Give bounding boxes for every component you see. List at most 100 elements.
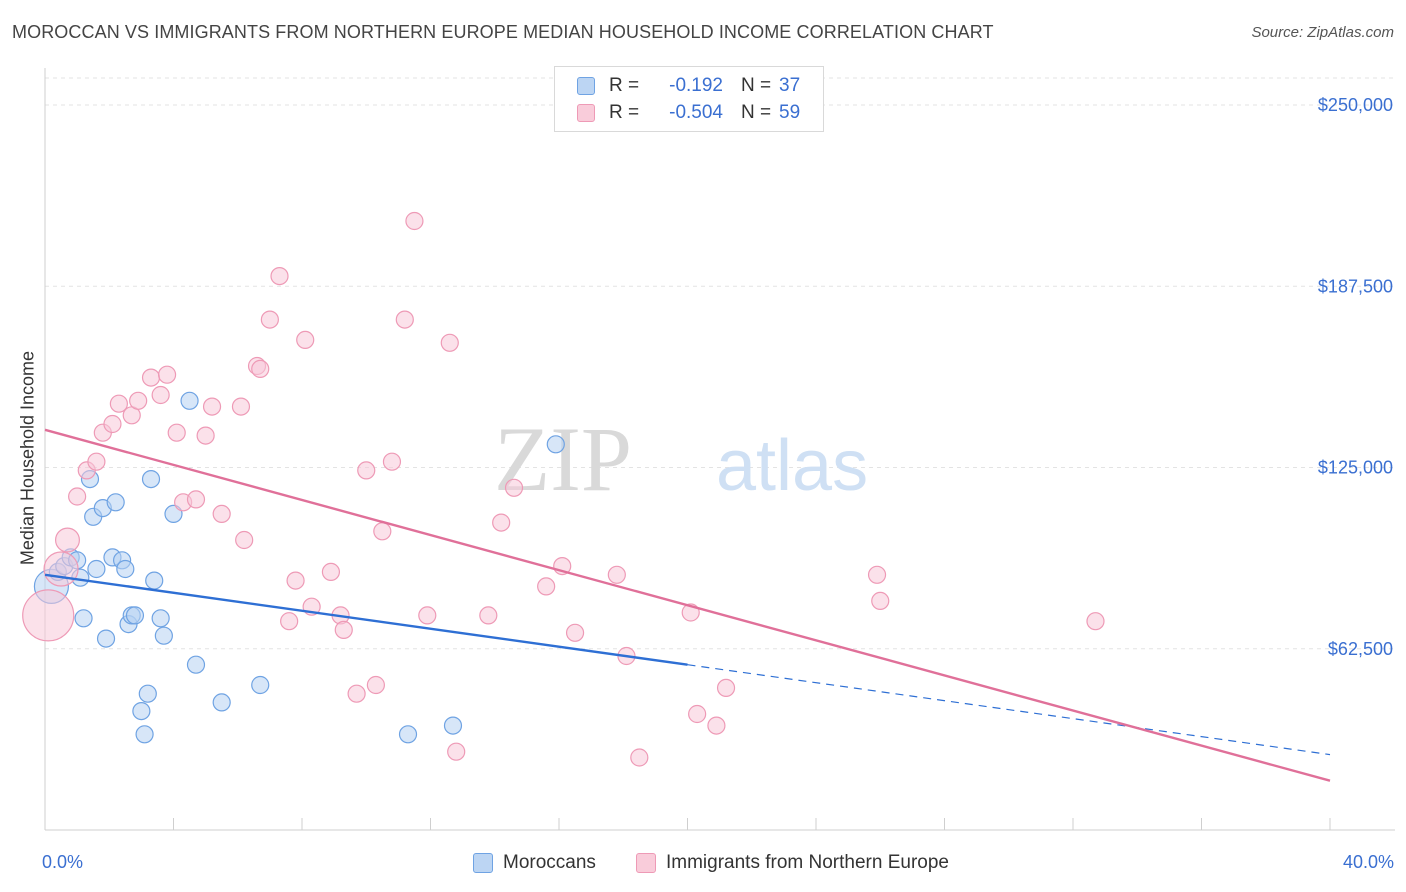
northern-europe-point xyxy=(43,551,79,587)
moroccans-trend-line xyxy=(44,573,688,666)
bottom-legend-label-moroccans: Moroccans xyxy=(503,852,596,873)
northern-europe-point xyxy=(366,675,385,695)
moroccans-point xyxy=(74,609,93,628)
northern-europe-point xyxy=(270,267,289,286)
moroccans-point xyxy=(87,559,106,579)
northern-europe-point xyxy=(871,591,890,611)
northern-europe-point xyxy=(280,612,299,631)
northern-europe-point xyxy=(202,397,222,416)
northern-europe-point xyxy=(296,330,315,349)
northern-europe-point xyxy=(109,394,128,413)
northern-europe-point xyxy=(141,368,161,387)
northern-europe-point xyxy=(1086,612,1105,631)
bottom-legend-swatch-northern-europe xyxy=(636,853,656,873)
legend-row-moroccans: R = -0.192 N = 37 xyxy=(577,73,800,99)
y-tick-label: $125,000 xyxy=(1318,458,1393,478)
x-tick-label: 40.0% xyxy=(1343,852,1394,872)
northern-europe-point xyxy=(167,423,186,442)
northern-europe-point xyxy=(87,452,106,471)
trend-lines xyxy=(44,428,1331,782)
northern-europe-point xyxy=(418,606,437,625)
legend-n-value: 37 xyxy=(779,75,801,96)
northern-europe-point xyxy=(504,478,524,497)
y-tick-label: $62,500 xyxy=(1328,639,1393,659)
moroccans-point xyxy=(151,609,170,628)
northern-europe-point xyxy=(54,527,80,553)
northern-europe-point xyxy=(260,310,279,329)
northern-europe-point xyxy=(395,310,414,329)
moroccans-point xyxy=(141,470,161,489)
northern-europe-point xyxy=(186,490,206,509)
northern-europe-point xyxy=(157,365,177,384)
watermark-atlas: atlas xyxy=(716,426,868,506)
northern-europe-point xyxy=(22,589,75,642)
northern-europe-point xyxy=(565,623,585,642)
northern-europe-point xyxy=(382,452,402,471)
northern-europe-point xyxy=(492,513,511,532)
bottom-legend-label-northern-europe: Immigrants from Northern Europe xyxy=(666,852,949,873)
northern-europe-point xyxy=(129,391,148,410)
moroccans-point xyxy=(164,504,183,524)
legend-n-label: N = xyxy=(741,102,772,123)
source-label: Source: ZipAtlas.com xyxy=(1251,24,1394,41)
legend-r-value: -0.192 xyxy=(669,75,723,96)
legend-r-label: R = xyxy=(609,75,640,96)
northern-europe-trend-line xyxy=(44,428,1331,782)
northern-europe-point xyxy=(405,211,424,231)
moroccans-point xyxy=(116,559,135,579)
northern-europe-point xyxy=(196,426,215,445)
moroccans-point xyxy=(212,693,231,712)
chart-title: MOROCCAN VS IMMIGRANTS FROM NORTHERN EUR… xyxy=(12,22,994,42)
legend-n-label: N = xyxy=(741,75,772,96)
bottom-legend-northern-europe: Immigrants from Northern Europe xyxy=(636,852,949,874)
legend-swatch-northern-europe xyxy=(577,104,595,122)
northern-europe-point xyxy=(68,487,87,506)
axes xyxy=(44,68,1395,831)
legend-row-northern-europe: R = -0.504 N = 59 xyxy=(577,100,800,126)
legend-swatch-moroccans xyxy=(577,77,595,95)
moroccans-point xyxy=(154,626,173,645)
northern-europe-point xyxy=(212,504,231,524)
moroccans-point xyxy=(180,391,199,410)
y-tick-label: $187,500 xyxy=(1318,276,1393,296)
correlation-legend: R = -0.192 N = 37 R = -0.504 N = 59 xyxy=(554,66,824,132)
northern-europe-point xyxy=(716,678,736,698)
northern-europe-point xyxy=(447,742,466,761)
northern-europe-point xyxy=(630,748,649,767)
moroccans-point xyxy=(132,701,151,721)
northern-europe-point xyxy=(231,397,251,416)
northern-europe-point xyxy=(103,414,122,434)
moroccans-point xyxy=(138,684,157,703)
northern-europe-point xyxy=(373,522,392,541)
legend-r-value: -0.504 xyxy=(669,102,723,123)
northern-europe-point xyxy=(707,716,726,735)
moroccans-point xyxy=(186,655,206,674)
moroccans-point xyxy=(251,675,270,695)
moroccans-point xyxy=(125,606,145,625)
moroccans-point xyxy=(398,725,418,744)
moroccans-point xyxy=(106,493,125,512)
y-tick-label: $250,000 xyxy=(1318,95,1393,115)
northern-europe-point xyxy=(537,577,556,596)
northern-europe-point xyxy=(286,571,305,590)
northern-europe-point xyxy=(347,684,366,703)
moroccans-point xyxy=(96,629,116,648)
bottom-legend-moroccans: Moroccans xyxy=(473,852,596,874)
northern-europe-point xyxy=(151,385,170,405)
moroccans-point xyxy=(135,725,154,744)
moroccans-trend-extension xyxy=(687,664,1331,756)
moroccans-point xyxy=(145,571,164,590)
northern-europe-point xyxy=(357,461,376,480)
northern-europe-point xyxy=(334,620,353,640)
bottom-legend-swatch-moroccans xyxy=(473,853,493,873)
x-tick-labels: 0.0% 40.0% xyxy=(42,852,1394,872)
northern-europe-point xyxy=(479,606,498,625)
legend-n-value: 59 xyxy=(779,102,801,123)
northern-europe-point xyxy=(867,565,887,584)
watermark: ZIP atlas xyxy=(494,408,868,510)
northern-europe-point xyxy=(607,565,626,584)
northern-europe-point xyxy=(688,704,707,724)
data-points xyxy=(22,211,1105,767)
moroccans-point xyxy=(443,716,463,735)
